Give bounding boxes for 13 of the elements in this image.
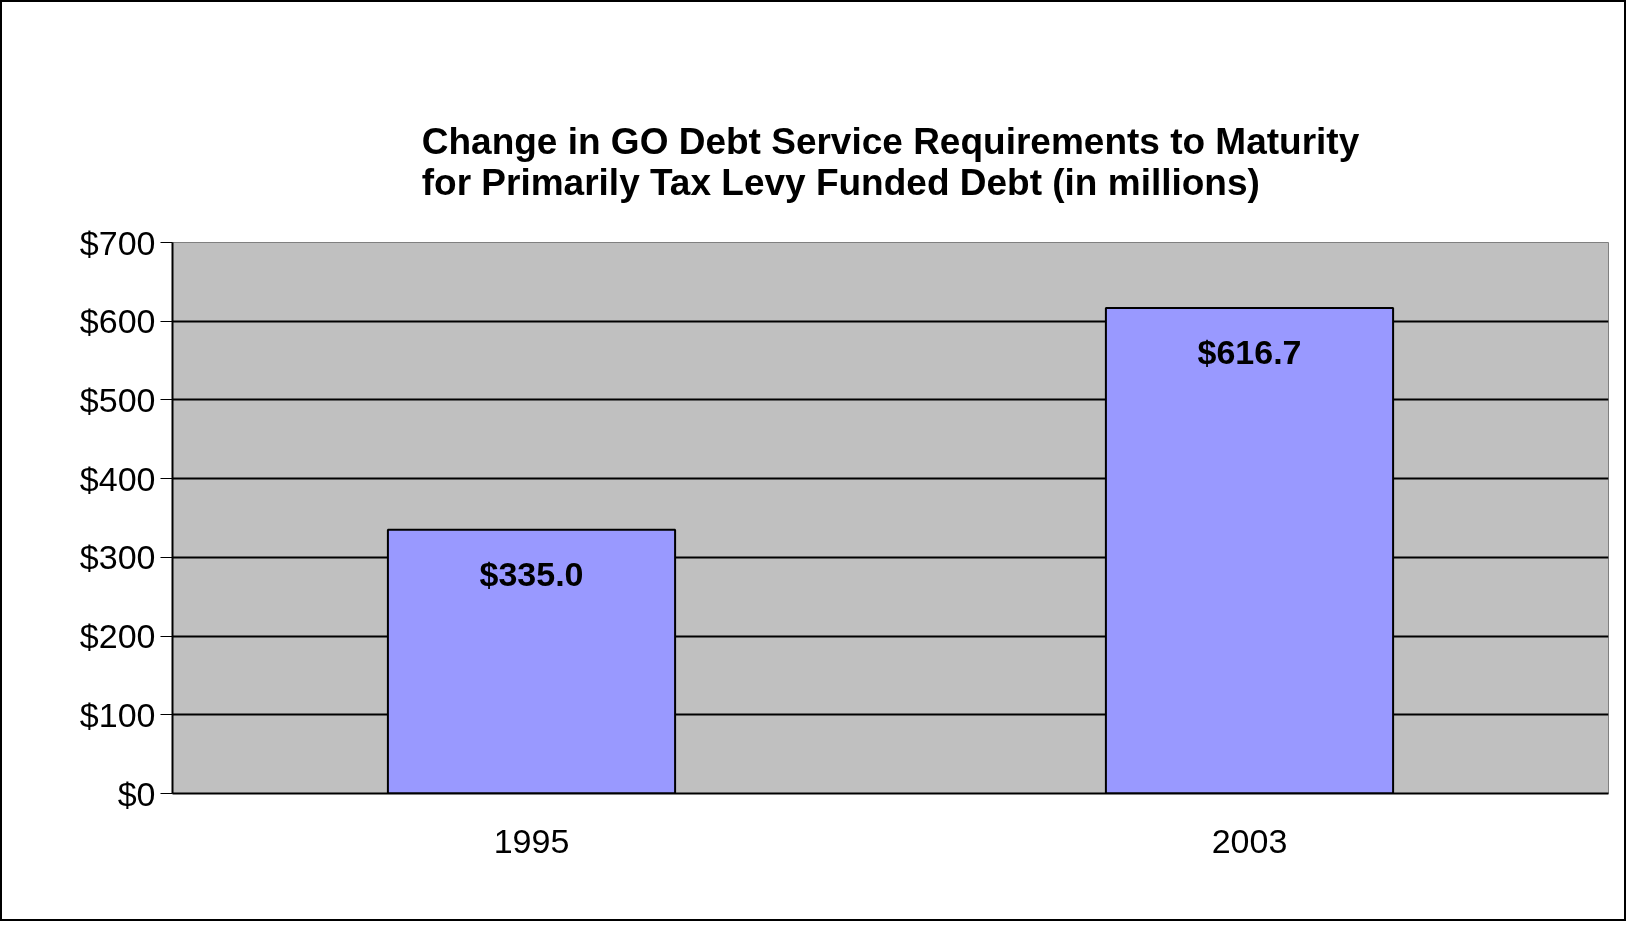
y-tick-label: $600 (79, 302, 156, 341)
y-tick-label: $300 (79, 538, 156, 577)
data-label: $335.0 (479, 554, 584, 593)
y-tick-label: $0 (117, 774, 156, 813)
data-label: $616.7 (1197, 333, 1302, 372)
y-tick-label: $200 (79, 617, 156, 656)
y-tick-label: $700 (79, 223, 156, 262)
y-tick-label: $100 (79, 695, 156, 734)
y-tick-label: $400 (79, 459, 156, 498)
y-tick-label: $500 (79, 380, 156, 419)
x-tick-label: 2003 (1211, 821, 1288, 860)
x-tick-label: 1995 (493, 821, 570, 860)
chart-title: Change in GO Debt Service Requirements to Maturity for Primarily Tax Levy Funded Debt (in millions) (421, 120, 1360, 203)
